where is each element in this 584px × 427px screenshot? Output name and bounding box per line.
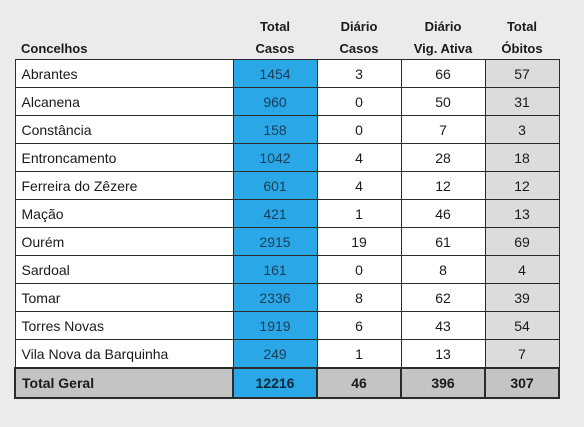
cell-diario-vig: 8 (400, 255, 486, 284)
cell-total-casos: 161 (232, 255, 318, 284)
header-concelhos: Concelhos (21, 41, 88, 56)
cell-diario-vig: 46 (400, 199, 486, 228)
table-row: Mação 421 1 46 13 (14, 199, 560, 228)
total-row: Total Geral 12216 46 396 307 (14, 367, 560, 399)
header-total-casos-top: Total (259, 19, 291, 34)
header-total-obitos-bottom: Óbitos (501, 41, 543, 56)
header-total-casos-bottom: Casos (255, 41, 295, 56)
covid-cases-table: Total Diário Diário Total Concelhos Caso… (14, 14, 560, 399)
cell-total-obitos: 18 (484, 143, 560, 172)
cell-total-casos: 1042 (232, 143, 318, 172)
cell-total-obitos: 7 (484, 339, 560, 369)
cell-total-casos: 421 (232, 199, 318, 228)
total-casos-value: 12216 (232, 367, 318, 399)
cell-diario-vig: 62 (400, 283, 486, 312)
cell-total-casos: 249 (232, 339, 318, 369)
total-obitos-value: 307 (484, 367, 560, 399)
cell-diario-vig: 12 (400, 171, 486, 200)
header-diario-casos-bottom: Casos (339, 41, 379, 56)
cell-concelho: Vila Nova da Barquinha (14, 339, 234, 369)
cell-concelho: Entroncamento (14, 143, 234, 172)
header-total-obitos-top: Total (506, 19, 538, 34)
table-row: Ourém 2915 19 61 69 (14, 227, 560, 256)
header-diario-vig-bottom: Vig. Ativa (413, 41, 473, 56)
cell-total-obitos: 12 (484, 171, 560, 200)
cell-concelho: Tomar (14, 283, 234, 312)
cell-diario-casos: 4 (316, 171, 402, 200)
cell-total-obitos: 54 (484, 311, 560, 340)
cell-concelho: Constância (14, 115, 234, 144)
cell-total-casos: 2336 (232, 283, 318, 312)
cell-diario-vig: 7 (400, 115, 486, 144)
cell-total-obitos: 57 (484, 59, 560, 88)
cell-concelho: Alcanena (14, 87, 234, 116)
cell-diario-casos: 0 (316, 87, 402, 116)
table-row: Alcanena 960 0 50 31 (14, 87, 560, 116)
header-spacer (15, 14, 233, 37)
header-row-top: Total Diário Diário Total (15, 14, 559, 37)
cell-diario-vig: 43 (400, 311, 486, 340)
cell-total-obitos: 39 (484, 283, 560, 312)
table-row: Torres Novas 1919 6 43 54 (14, 311, 560, 340)
cell-diario-casos: 3 (316, 59, 402, 88)
cell-concelho: Sardoal (14, 255, 234, 284)
cell-diario-casos: 0 (316, 115, 402, 144)
header-diario-vig-top: Diário (424, 19, 462, 34)
cell-total-casos: 1919 (232, 311, 318, 340)
cell-total-obitos: 31 (484, 87, 560, 116)
cell-total-obitos: 69 (484, 227, 560, 256)
cell-total-obitos: 4 (484, 255, 560, 284)
table-row: Constância 158 0 7 3 (14, 115, 560, 144)
cell-total-casos: 2915 (232, 227, 318, 256)
cell-diario-casos: 6 (316, 311, 402, 340)
cell-diario-casos: 4 (316, 143, 402, 172)
cell-diario-vig: 13 (400, 339, 486, 369)
total-label: Total Geral (14, 367, 234, 399)
cell-concelho: Mação (14, 199, 234, 228)
cell-diario-vig: 50 (400, 87, 486, 116)
cell-diario-casos: 1 (316, 339, 402, 369)
cell-diario-vig: 28 (400, 143, 486, 172)
total-diario-vig-value: 396 (400, 367, 486, 399)
cell-total-casos: 960 (232, 87, 318, 116)
header-row-bottom: Concelhos Casos Casos Vig. Ativa Óbitos (15, 37, 559, 60)
cell-concelho: Ourém (14, 227, 234, 256)
table-row: Entroncamento 1042 4 28 18 (14, 143, 560, 172)
cell-total-casos: 158 (232, 115, 318, 144)
cell-total-casos: 1454 (232, 59, 318, 88)
table-row: Vila Nova da Barquinha 249 1 13 7 (14, 339, 560, 369)
table-body: Abrantes 1454 3 66 57 Alcanena 960 0 50 … (14, 59, 560, 369)
total-diario-casos-value: 46 (316, 367, 402, 399)
cell-diario-casos: 1 (316, 199, 402, 228)
cell-diario-casos: 0 (316, 255, 402, 284)
table-row: Sardoal 161 0 8 4 (14, 255, 560, 284)
table-row: Abrantes 1454 3 66 57 (14, 59, 560, 88)
cell-concelho: Abrantes (14, 59, 234, 88)
cell-total-casos: 601 (232, 171, 318, 200)
header-diario-casos-top: Diário (340, 19, 378, 34)
cell-diario-casos: 19 (316, 227, 402, 256)
cell-concelho: Torres Novas (14, 311, 234, 340)
table-row: Tomar 2336 8 62 39 (14, 283, 560, 312)
table-row: Ferreira do Zêzere 601 4 12 12 (14, 171, 560, 200)
cell-total-obitos: 3 (484, 115, 560, 144)
cell-total-obitos: 13 (484, 199, 560, 228)
cell-concelho: Ferreira do Zêzere (14, 171, 234, 200)
cell-diario-vig: 66 (400, 59, 486, 88)
cell-diario-casos: 8 (316, 283, 402, 312)
cell-diario-vig: 61 (400, 227, 486, 256)
